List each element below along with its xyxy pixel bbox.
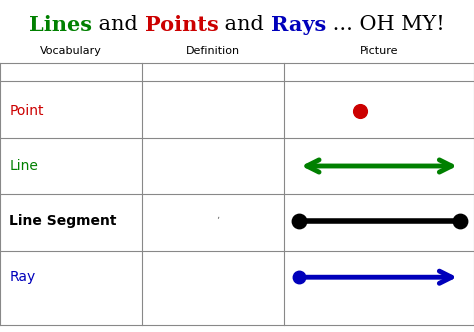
- Text: Vocabulary: Vocabulary: [40, 46, 102, 56]
- Text: Line Segment: Line Segment: [9, 214, 117, 228]
- Text: Lines: Lines: [29, 15, 92, 35]
- Text: Picture: Picture: [360, 46, 399, 56]
- Text: Line: Line: [9, 159, 38, 173]
- Text: Rays: Rays: [271, 15, 326, 35]
- Text: Ray: Ray: [9, 270, 36, 284]
- Text: Point: Point: [9, 104, 44, 118]
- Text: and: and: [92, 15, 145, 35]
- Text: and: and: [219, 15, 271, 35]
- Text: ʼ: ʼ: [217, 216, 219, 226]
- Text: Points: Points: [145, 15, 219, 35]
- Text: Definition: Definition: [186, 46, 240, 56]
- Text: ... OH MY!: ... OH MY!: [326, 15, 445, 35]
